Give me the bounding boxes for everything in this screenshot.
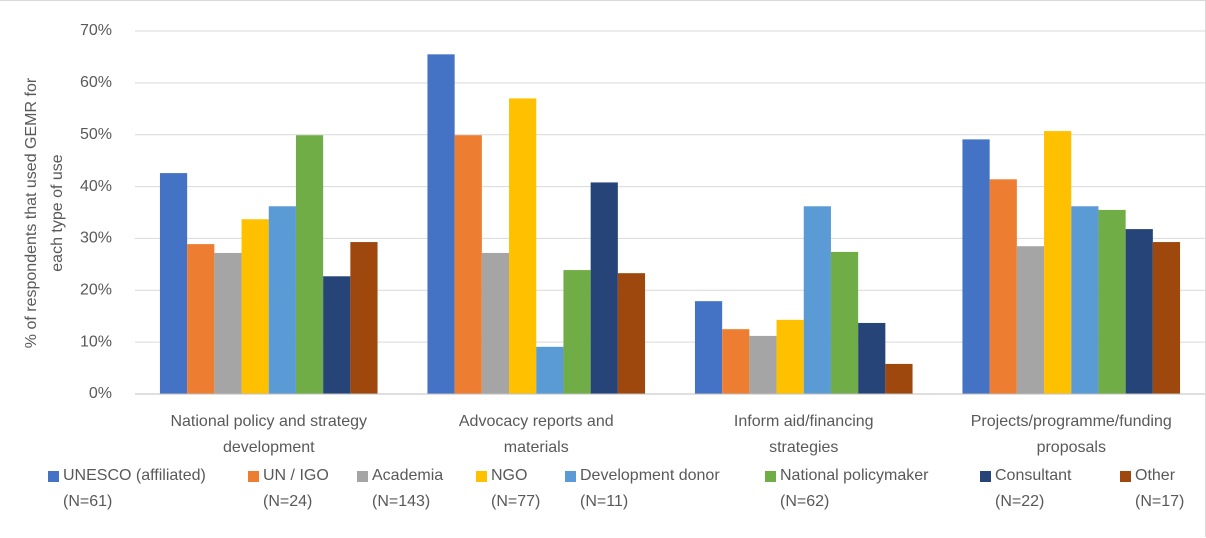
- legend-item: Development donor (N=11): [565, 463, 720, 515]
- legend-swatch: [765, 471, 776, 482]
- y-tick-label: 20%: [80, 282, 112, 299]
- legend-item: Academia (N=143): [357, 463, 443, 515]
- bar: [989, 179, 1017, 394]
- legend-label: UNESCO (affiliated) (N=61): [63, 467, 206, 510]
- legend-label: Consultant (N=22): [995, 467, 1072, 510]
- legend-item: UNESCO (affiliated) (N=61): [48, 463, 206, 515]
- legend-swatch: [248, 471, 259, 482]
- bar: [350, 242, 378, 394]
- bar: [214, 252, 242, 394]
- legend-swatch: [565, 471, 576, 482]
- legend-label: Other (N=17): [1135, 467, 1185, 510]
- y-tick-label: 50%: [80, 126, 112, 143]
- legend-label: Development donor (N=11): [580, 467, 720, 510]
- legend-swatch: [476, 471, 487, 482]
- bar: [962, 139, 990, 394]
- y-tick-label: 30%: [80, 230, 112, 247]
- bar: [694, 301, 723, 394]
- bar: [1044, 131, 1072, 394]
- legend-item: National policymaker (N=62): [765, 463, 929, 515]
- bar: [159, 173, 188, 394]
- bar: [590, 182, 618, 394]
- bar: [1152, 242, 1181, 394]
- bar: [1071, 206, 1099, 394]
- y-tick-label: 60%: [80, 74, 112, 91]
- x-tick-label: Advocacy reports and materials: [458, 413, 614, 456]
- bar: [1016, 246, 1045, 394]
- legend-label: National policymaker (N=62): [780, 467, 929, 510]
- bar: [481, 252, 510, 394]
- bar: [885, 363, 913, 394]
- y-axis-label: % of respondents that used GEMR for each…: [23, 77, 66, 349]
- bar: [563, 270, 591, 394]
- bar: [1098, 209, 1126, 394]
- bar: [241, 219, 269, 394]
- legend-label: Academia (N=143): [372, 467, 444, 510]
- legend-label: NGO (N=77): [491, 467, 541, 510]
- legend-item: UN / IGO (N=24): [248, 463, 329, 515]
- y-tick-label: 70%: [80, 22, 112, 39]
- bar: [187, 244, 215, 394]
- bar: [776, 319, 804, 394]
- bar: [295, 135, 324, 395]
- bar: [268, 206, 296, 394]
- legend-item: Other (N=17): [1120, 463, 1184, 515]
- bar: [858, 322, 886, 394]
- legend-swatch: [48, 471, 59, 482]
- bar: [722, 329, 750, 394]
- bar: [1125, 229, 1153, 394]
- bar: [427, 54, 455, 394]
- bar: [617, 273, 646, 394]
- bar: [749, 335, 777, 394]
- legend-swatch: [980, 471, 991, 482]
- bar: [536, 346, 564, 394]
- y-tick-label: 10%: [80, 333, 112, 350]
- x-tick-label: Projects/programme/funding proposals: [970, 413, 1172, 456]
- bar: [454, 135, 482, 395]
- bar: [803, 206, 831, 394]
- legend-item: Consultant (N=22): [980, 463, 1072, 515]
- y-tick-label: 40%: [80, 178, 112, 195]
- legend-label: UN / IGO (N=24): [263, 467, 329, 510]
- bar: [830, 251, 859, 394]
- legend-swatch: [357, 471, 368, 482]
- x-tick-label: Inform aid/financing strategies: [733, 413, 874, 456]
- x-tick-label: National policy and strategy development: [170, 413, 368, 456]
- legend-item: NGO (N=77): [476, 463, 540, 515]
- bar: [509, 98, 537, 395]
- legend-swatch: [1120, 471, 1131, 482]
- y-tick-label: 0%: [89, 385, 112, 402]
- bar: [323, 276, 351, 394]
